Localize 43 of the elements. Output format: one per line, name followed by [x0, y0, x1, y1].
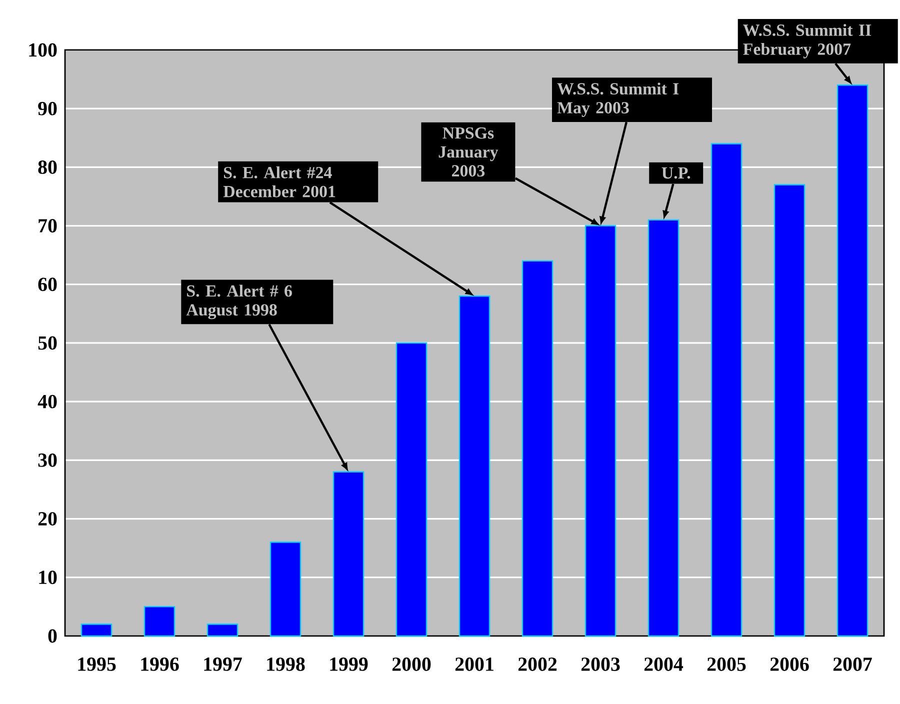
bar	[522, 260, 554, 637]
x-tick-label: 1997	[204, 658, 242, 671]
bar	[774, 184, 806, 637]
x-tick-label: 2000	[392, 658, 431, 671]
x-tick-label: 2007	[833, 658, 872, 671]
y-tick-label: 40	[38, 394, 57, 408]
y-tick-label: 0	[48, 629, 57, 643]
x-tick-label: 2003	[581, 658, 620, 671]
bar	[80, 624, 112, 637]
bar	[584, 225, 616, 637]
x-tick-label: 2001	[455, 658, 494, 671]
y-tick-label: 100	[29, 43, 57, 57]
y-tick-label: 90	[38, 102, 57, 116]
bar	[710, 143, 742, 637]
bar	[206, 624, 238, 637]
y-tick-label: 80	[38, 160, 57, 174]
annotation: U.P.	[662, 167, 690, 179]
x-tick-label: 1996	[141, 658, 179, 671]
annotation: W.S.S. Summit I May 2003	[557, 82, 679, 117]
y-tick-label: 50	[38, 336, 57, 350]
x-tick-label: 2006	[770, 658, 809, 671]
x-tick-label: 1999	[330, 658, 368, 671]
annotation: W.S.S. Summit II February 2007	[743, 24, 872, 58]
y-tick-label: 70	[38, 219, 57, 232]
x-tick-label: 2005	[707, 658, 746, 671]
bar	[458, 296, 490, 637]
x-tick-label: 2002	[518, 658, 557, 671]
bar	[270, 542, 302, 637]
bar	[332, 471, 364, 637]
y-tick-label: 60	[38, 278, 57, 292]
y-tick-label: 30	[38, 453, 57, 467]
x-tick-label: 1995	[78, 658, 116, 671]
bar	[648, 219, 680, 637]
annotation: S. E. Alert # 6 August 1998	[186, 284, 292, 320]
x-tick-label: 1998	[267, 658, 305, 671]
bar	[144, 606, 176, 637]
y-tick-label: 20	[38, 512, 57, 526]
bar	[396, 342, 428, 637]
annotation: NPSGs January 2003	[438, 127, 498, 177]
x-tick-label: 2004	[644, 658, 684, 671]
y-tick-label: 10	[39, 570, 57, 584]
bar	[836, 84, 868, 637]
annotation: S. E. Alert #24 December 2001	[223, 166, 336, 198]
